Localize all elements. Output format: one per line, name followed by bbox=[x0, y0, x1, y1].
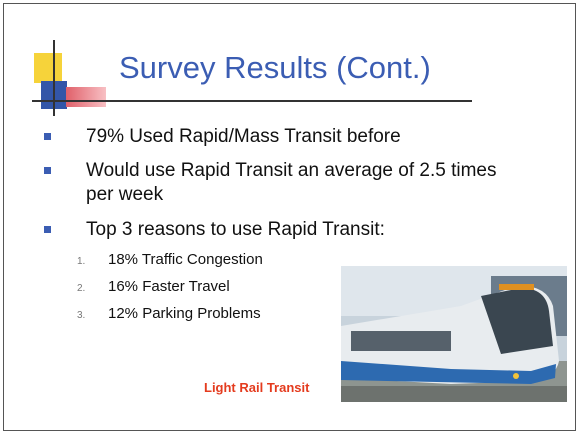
tram-photo bbox=[341, 266, 567, 402]
list-item: 16% Faster Travel bbox=[108, 278, 230, 295]
deco-yellow bbox=[34, 53, 62, 83]
bullet-text: Top 3 reasons to use Rapid Transit: bbox=[86, 218, 526, 242]
bullet-text: 79% Used Rapid/Mass Transit before bbox=[86, 125, 526, 149]
list-number: 3. bbox=[77, 310, 85, 321]
bullet-marker bbox=[44, 133, 51, 140]
slide-title: Survey Results (Cont.) bbox=[119, 50, 431, 86]
bullet-marker bbox=[44, 226, 51, 233]
bullet-marker bbox=[44, 167, 51, 174]
list-number: 1. bbox=[77, 256, 85, 267]
deco-vline bbox=[53, 40, 55, 116]
slide: Survey Results (Cont.) 79% Used Rapid/Ma… bbox=[3, 3, 576, 431]
image-caption: Light Rail Transit bbox=[204, 380, 309, 395]
list-number: 2. bbox=[77, 283, 85, 294]
page: {"title": "Survey Results (Cont.)", "bul… bbox=[0, 0, 581, 438]
bullet-text: Would use Rapid Transit an average of 2.… bbox=[86, 159, 526, 207]
deco-hline bbox=[32, 100, 472, 102]
list-item: 18% Traffic Congestion bbox=[108, 251, 263, 268]
list-item: 12% Parking Problems bbox=[108, 305, 261, 322]
deco-red bbox=[66, 87, 106, 107]
